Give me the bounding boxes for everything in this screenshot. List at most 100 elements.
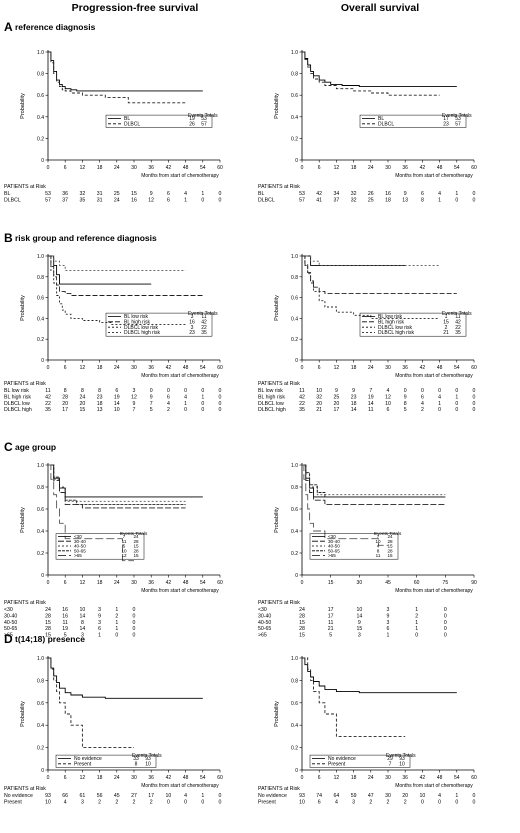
chart-6-risk-value: 1: [415, 607, 418, 613]
chart-7-risk-value: 2: [115, 799, 118, 805]
chart-6-y-axis-label: Probability: [274, 507, 280, 533]
chart-4-risk-value: 11: [368, 407, 373, 413]
chart-1-risk-value: 35: [80, 197, 86, 203]
chart-6-legend-name-5: >65: [328, 553, 336, 558]
chart-1-risk-value: 0: [219, 197, 222, 203]
chart-3-risk-value: 24: [80, 394, 86, 400]
chart-5-risk-value: 3: [98, 607, 101, 613]
chart-7-risk-value: 3: [81, 799, 84, 805]
chart-5-risk-value: 0: [133, 613, 136, 619]
chart-4-risk-value: 9: [352, 388, 355, 394]
chart-4-risk-value: 32: [316, 394, 322, 400]
chart-5-legend-name-3: 40-50: [74, 544, 86, 549]
chart-4-x-tick-label: 54: [454, 365, 460, 371]
chart-6-legend-events-4: 8: [377, 548, 380, 553]
column-header-right: Overall survival: [341, 2, 419, 14]
chart-1-risk-value: 31: [97, 191, 103, 197]
chart-7-x-tick-label: 6: [64, 775, 67, 781]
chart-5-risk-value: 16: [62, 613, 68, 619]
chart-6-risk-value: 3: [387, 607, 390, 613]
chart-3-legend-name-3: DLBCL low risk: [124, 325, 158, 331]
chart-5-x-tick-label: 48: [183, 580, 189, 586]
chart-4-x-tick-label: 30: [385, 365, 391, 371]
chart-5-y-tick-label: 0.2: [37, 551, 44, 557]
chart-7-risk-title: PATIENTS at Risk: [4, 786, 46, 792]
chart-5-legend-name-4: 50-65: [74, 548, 86, 553]
chart-8-risk-value: 74: [316, 793, 322, 799]
chart-7-y-tick-label: 1.0: [37, 656, 44, 662]
chart-1-risk-value: 53: [45, 191, 51, 197]
chart-5-risk-value: 3: [98, 620, 101, 626]
chart-7-series-2-line: [48, 657, 134, 749]
chart-4-risk-value: 9: [335, 388, 338, 394]
chart-3-x-tick-label: 36: [148, 365, 154, 371]
chart-2-risk-value: 9: [404, 191, 407, 197]
chart-5-risk-value: 1: [115, 620, 118, 626]
chart-5-risk-value: 5: [64, 633, 67, 639]
chart-6-legend-totals-2: 28: [387, 539, 393, 544]
chart-7-risk-value: 56: [97, 793, 103, 799]
chart-4-risk-value: 42: [299, 394, 305, 400]
chart-5-legend-events-4: 10: [121, 548, 127, 553]
chart-5-risk-value: 14: [80, 626, 86, 632]
chart-7-x-tick-label: 12: [80, 775, 86, 781]
chart-1-x-tick-label: 6: [64, 165, 67, 171]
chart-8-y-tick-label: 1.0: [291, 656, 298, 662]
chart-6-risk-title: PATIENTS at Risk: [258, 600, 300, 606]
panel-letter-a: A: [4, 20, 13, 34]
chart-5-x-tick-label: 36: [148, 580, 154, 586]
chart-3-legend-totals-4: 35: [201, 330, 207, 336]
chart-5-legend-name-1: <30: [74, 534, 82, 539]
chart-7-legend-totals-1: 93: [145, 756, 151, 762]
chart-3-risk-title: PATIENTS at Risk: [4, 381, 46, 387]
chart-8-risk-value: 4: [438, 793, 441, 799]
chart-2-risk-value: 0: [473, 191, 476, 197]
chart-2-legend-totals-2: 57: [455, 121, 461, 127]
chart-6-risk-value: 5: [329, 633, 332, 639]
chart-4-y-tick-label: 0.8: [291, 275, 298, 281]
chart-2-risk-value: 13: [402, 197, 408, 203]
chart-4-risk-value: 14: [368, 401, 374, 407]
chart-4-risk-value: 9: [404, 394, 407, 400]
chart-3-risk-label-2: BL high risk: [4, 394, 31, 400]
chart-1-x-tick-label: 12: [80, 165, 86, 171]
chart-8-series-1-line: [302, 657, 457, 694]
chart-4-x-tick-label: 18: [351, 365, 357, 371]
chart-6-x-tick-label: 75: [443, 580, 449, 586]
chart-5-x-tick-label: 54: [200, 580, 206, 586]
chart-3-risk-label-4: DLBCL high: [4, 407, 32, 413]
chart-8-x-tick-label: 54: [454, 775, 460, 781]
chart-2-y-tick-label: 0.2: [291, 136, 298, 142]
chart-8-risk-value: 10: [299, 799, 305, 805]
chart-2-risk-value: 42: [316, 191, 322, 197]
chart-4-risk-label-4: DLBCL high: [258, 407, 286, 413]
chart-3-risk-value: 22: [45, 401, 51, 407]
chart-8-risk-value: 0: [473, 793, 476, 799]
chart-3-risk-value: 2: [167, 407, 170, 413]
chart-7-x-tick-label: 48: [183, 775, 189, 781]
chart-4-risk-value: 0: [438, 388, 441, 394]
chart-4-risk-value: 0: [473, 401, 476, 407]
chart-1-risk-value: 36: [62, 191, 68, 197]
chart-8-legend-name-2: Present: [328, 761, 346, 767]
chart-6-risk-value: 0: [444, 620, 447, 626]
chart-2-risk-value: 18: [385, 197, 391, 203]
chart-6-risk-value: 17: [328, 613, 334, 619]
chart-7-risk-value: 0: [219, 799, 222, 805]
chart-4-legend-name-1: BL low risk: [378, 314, 402, 320]
chart-4-risk-value: 0: [404, 388, 407, 394]
chart-4-risk-value: 22: [299, 401, 305, 407]
chart-2-y-axis-label: Probability: [274, 93, 280, 119]
chart-2-risk-value: 16: [385, 191, 391, 197]
chart-5-x-tick-label: 12: [80, 580, 86, 586]
chart-3-risk-value: 6: [115, 388, 118, 394]
chart-4-x-tick-label: 36: [402, 365, 408, 371]
chart-2-risk-value: 34: [334, 191, 340, 197]
chart-4-legend-header: Events Totals: [442, 311, 472, 317]
chart-3-y-tick-label: 0.4: [37, 316, 44, 322]
chart-4-risk-value: 0: [455, 388, 458, 394]
chart-7-legend-events-1: 33: [133, 756, 139, 762]
chart-6-x-axis-label: Months from start of chemotherapy: [395, 588, 473, 594]
chart-6-risk-value: 1: [415, 626, 418, 632]
chart-8-x-tick-label: 36: [402, 775, 408, 781]
